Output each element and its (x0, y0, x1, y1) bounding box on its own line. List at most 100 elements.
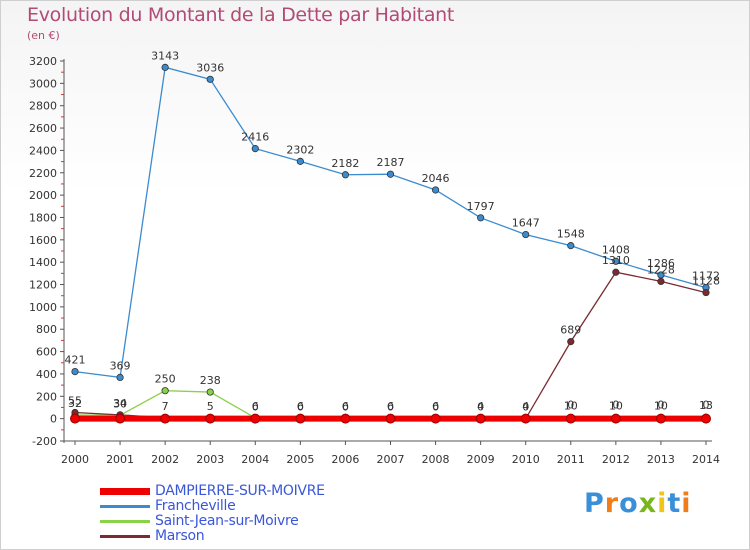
legend-item: Saint-Jean-sur-Moivre (100, 513, 400, 529)
dampierre-sur-moivre-point (520, 413, 531, 424)
data-label: 0 (387, 401, 394, 414)
data-label: 34 (113, 397, 127, 410)
data-label: 0 (703, 399, 710, 412)
data-label: 6 (432, 400, 439, 413)
data-label: 0 (432, 401, 439, 414)
data-label: 1408 (602, 243, 630, 256)
francheville-point (477, 214, 485, 222)
x-tick-label: 2012 (602, 453, 630, 466)
legend-item: Francheville (100, 498, 400, 514)
data-label: 6 (342, 400, 349, 413)
x-tick-label: 2003 (196, 453, 224, 466)
logo-letter: x (638, 488, 658, 519)
marson-line (74, 271, 707, 420)
data-label: 1286 (647, 257, 675, 270)
francheville-point (161, 63, 169, 71)
dampierre-sur-moivre-point (115, 413, 126, 424)
legend-swatch (100, 505, 150, 508)
data-label: 2182 (331, 157, 359, 170)
data-label: 3036 (196, 61, 224, 74)
proxiti-logo: Proxiti (584, 488, 692, 519)
x-tick-label: 2009 (467, 453, 495, 466)
data-label: 2046 (422, 172, 450, 185)
dampierre-sur-moivre-point (475, 413, 486, 424)
logo-letter: i (657, 488, 668, 519)
x-tick-label: 2011 (557, 453, 585, 466)
y-tick-label: 400 (36, 368, 57, 381)
legend-swatch (100, 535, 150, 538)
data-label: 0 (297, 401, 304, 414)
data-label: 6 (297, 400, 304, 413)
francheville-point (206, 75, 214, 83)
data-label: 6 (387, 400, 394, 413)
x-tick-label: 2014 (692, 453, 720, 466)
y-tick-label: 2000 (29, 189, 57, 202)
y-tick-label: 600 (36, 346, 57, 359)
y-tick-label: 2200 (29, 167, 57, 180)
data-label: 4 (522, 400, 529, 413)
francheville-point (522, 230, 530, 239)
dampierre-sur-moivre-point (340, 413, 351, 424)
dampierre-sur-moivre-point (701, 413, 711, 424)
logo-letter: i (681, 488, 692, 519)
francheville-point (296, 157, 304, 165)
x-tick-label: 2007 (377, 453, 405, 466)
y-tick-label: 200 (36, 390, 57, 403)
data-label: 6 (252, 400, 259, 413)
francheville-point (251, 145, 259, 153)
francheville-point (612, 257, 620, 265)
data-label: 55 (68, 395, 82, 408)
y-tick-label: 1200 (29, 279, 57, 292)
data-label: 0 (522, 401, 529, 414)
y-tick-label: 1400 (29, 256, 57, 269)
logo-letter: t (667, 488, 682, 519)
chart-subtitle: (en €) (27, 29, 60, 42)
dampierre-sur-moivre-point (70, 413, 80, 424)
dampierre-sur-moivre-point (205, 413, 216, 424)
data-label: 2187 (377, 156, 405, 169)
x-tick-label: 2008 (422, 453, 450, 466)
francheville-point (386, 170, 395, 178)
dampierre-sur-moivre-point (160, 413, 171, 424)
legend-item: DAMPIERRE-SUR-MOIVRE (100, 483, 400, 499)
x-tick-label: 2002 (151, 453, 179, 466)
data-label: 32 (68, 397, 82, 410)
dampierre-sur-moivre-point (385, 413, 396, 424)
y-tick-label: 1000 (29, 301, 57, 314)
legend-label: Saint-Jean-sur-Moivre (155, 513, 299, 529)
data-label: 1172 (692, 270, 720, 283)
data-label: 10 (609, 400, 623, 413)
dampierre-sur-moivre-point (610, 413, 621, 424)
francheville-point (567, 242, 575, 250)
data-label: 1647 (512, 217, 540, 230)
dampierre-sur-moivre-point (430, 413, 441, 424)
marson-point (612, 268, 620, 276)
y-tick-label: 1600 (29, 234, 57, 247)
legend-swatch (100, 488, 150, 495)
data-label: 4 (477, 400, 484, 413)
data-label: 421 (65, 354, 86, 367)
x-tick-label: 2005 (286, 453, 314, 466)
data-label: 0 (252, 401, 259, 414)
y-tick-label: 1800 (29, 211, 57, 224)
dampierre-sur-moivre-point (565, 413, 576, 424)
y-tick-label: 2600 (29, 122, 57, 135)
francheville-point (341, 171, 350, 179)
logo-letter: o (619, 488, 639, 519)
dampierre-sur-moivre-point (655, 413, 666, 424)
legend-swatch (100, 520, 150, 523)
data-label: 0 (342, 401, 349, 414)
dampierre-sur-moivre-point (295, 413, 306, 424)
francheville-point (71, 367, 79, 376)
chart-title: Evolution du Montant de la Dette par Hab… (27, 4, 455, 26)
y-tick-label: 800 (36, 323, 57, 336)
data-label: 13 (699, 399, 713, 412)
y-tick-label: 0 (50, 413, 57, 426)
marson-point (657, 277, 665, 285)
marson-point (702, 288, 710, 297)
legend-label: Marson (155, 528, 205, 544)
x-tick-label: 2001 (106, 453, 134, 466)
legend-item: Marson (100, 528, 400, 544)
